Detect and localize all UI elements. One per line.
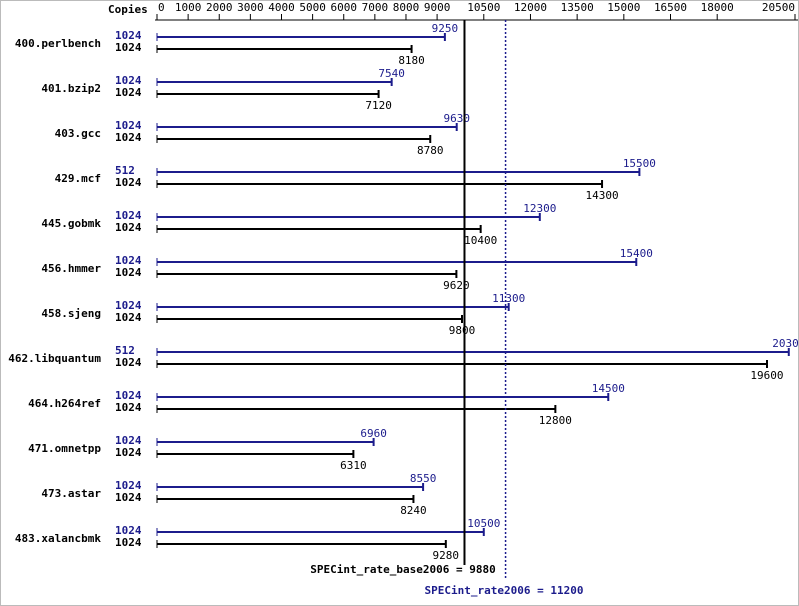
x-tick-label: 15000 xyxy=(607,1,640,14)
value-label: 10500 xyxy=(467,517,500,530)
x-tick-label: 4000 xyxy=(268,1,295,14)
benchmark-name: 462.libquantum xyxy=(8,352,101,365)
copies-label: 1024 xyxy=(115,356,142,369)
value-label: 8780 xyxy=(417,144,444,157)
value-label: 9800 xyxy=(449,324,476,337)
benchmark-name: 458.sjeng xyxy=(41,307,101,320)
copies-label: 512 xyxy=(115,344,135,357)
benchmark-name: 456.hmmer xyxy=(41,262,101,275)
x-tick-label: 7000 xyxy=(362,1,389,14)
x-tick-label: 5000 xyxy=(299,1,326,14)
copies-label: 1024 xyxy=(115,266,142,279)
copies-label: 512 xyxy=(115,164,135,177)
benchmark-name: 401.bzip2 xyxy=(41,82,101,95)
copies-label: 1024 xyxy=(115,254,142,267)
reference-label: SPECint_rate2006 = 11200 xyxy=(425,584,584,597)
benchmark-name: 429.mcf xyxy=(55,172,101,185)
copies-label: 1024 xyxy=(115,176,142,189)
copies-label: 1024 xyxy=(115,131,142,144)
x-tick-label: 0 xyxy=(158,1,165,14)
reference-label: SPECint_rate_base2006 = 9880 xyxy=(310,563,495,576)
x-tick-label: 6000 xyxy=(330,1,357,14)
x-tick-label: 20500 xyxy=(762,1,795,14)
x-tick-label: 18000 xyxy=(701,1,734,14)
value-label: 9630 xyxy=(443,112,470,125)
value-label: 11300 xyxy=(492,292,525,305)
value-label: 6310 xyxy=(340,459,367,472)
value-label: 8240 xyxy=(400,504,427,517)
value-label: 10400 xyxy=(464,234,497,247)
x-tick-label: 8000 xyxy=(393,1,420,14)
value-label: 14300 xyxy=(585,189,618,202)
copies-label: 1024 xyxy=(115,29,142,42)
copies-label: 1024 xyxy=(115,41,142,54)
x-tick-label: 13500 xyxy=(561,1,594,14)
value-label: 14500 xyxy=(592,382,625,395)
value-label: 19600 xyxy=(750,369,783,382)
copies-label: 1024 xyxy=(115,401,142,414)
value-label: 12800 xyxy=(539,414,572,427)
copies-label: 1024 xyxy=(115,536,142,549)
value-label: 15500 xyxy=(623,157,656,170)
value-label: 6960 xyxy=(360,427,387,440)
x-tick-label: 10500 xyxy=(467,1,500,14)
x-tick-label: 16500 xyxy=(654,1,687,14)
value-label: 9250 xyxy=(432,22,459,35)
benchmark-name: 483.xalancbmk xyxy=(15,532,101,545)
copies-label: 1024 xyxy=(115,119,142,132)
x-tick-label: 9000 xyxy=(424,1,451,14)
value-label: 8550 xyxy=(410,472,437,485)
copies-label: 1024 xyxy=(115,299,142,312)
copies-label: 1024 xyxy=(115,74,142,87)
value-label: 12300 xyxy=(523,202,556,215)
value-label: 20300 xyxy=(772,337,799,350)
x-tick-label: 3000 xyxy=(237,1,264,14)
copies-label: 1024 xyxy=(115,311,142,324)
copies-label: 1024 xyxy=(115,524,142,537)
x-tick-label: 2000 xyxy=(206,1,233,14)
x-tick-label: 1000 xyxy=(175,1,202,14)
x-tick-label: 12000 xyxy=(514,1,547,14)
value-label: 7540 xyxy=(378,67,405,80)
benchmark-name: 464.h264ref xyxy=(28,397,101,410)
value-label: 15400 xyxy=(620,247,653,260)
value-label: 9280 xyxy=(433,549,460,562)
value-label: 9620 xyxy=(443,279,470,292)
copies-header: Copies xyxy=(108,3,148,16)
benchmark-name: 400.perlbench xyxy=(15,37,101,50)
copies-label: 1024 xyxy=(115,434,142,447)
value-label: 8180 xyxy=(398,54,425,67)
copies-label: 1024 xyxy=(115,221,142,234)
benchmark-name: 473.astar xyxy=(41,487,101,500)
benchmark-name: 445.gobmk xyxy=(41,217,101,230)
copies-label: 1024 xyxy=(115,389,142,402)
benchmark-name: 471.omnetpp xyxy=(28,442,101,455)
value-label: 7120 xyxy=(365,99,392,112)
copies-label: 1024 xyxy=(115,446,142,459)
copies-label: 1024 xyxy=(115,209,142,222)
copies-label: 1024 xyxy=(115,479,142,492)
copies-label: 1024 xyxy=(115,491,142,504)
copies-label: 1024 xyxy=(115,86,142,99)
benchmark-name: 403.gcc xyxy=(55,127,101,140)
